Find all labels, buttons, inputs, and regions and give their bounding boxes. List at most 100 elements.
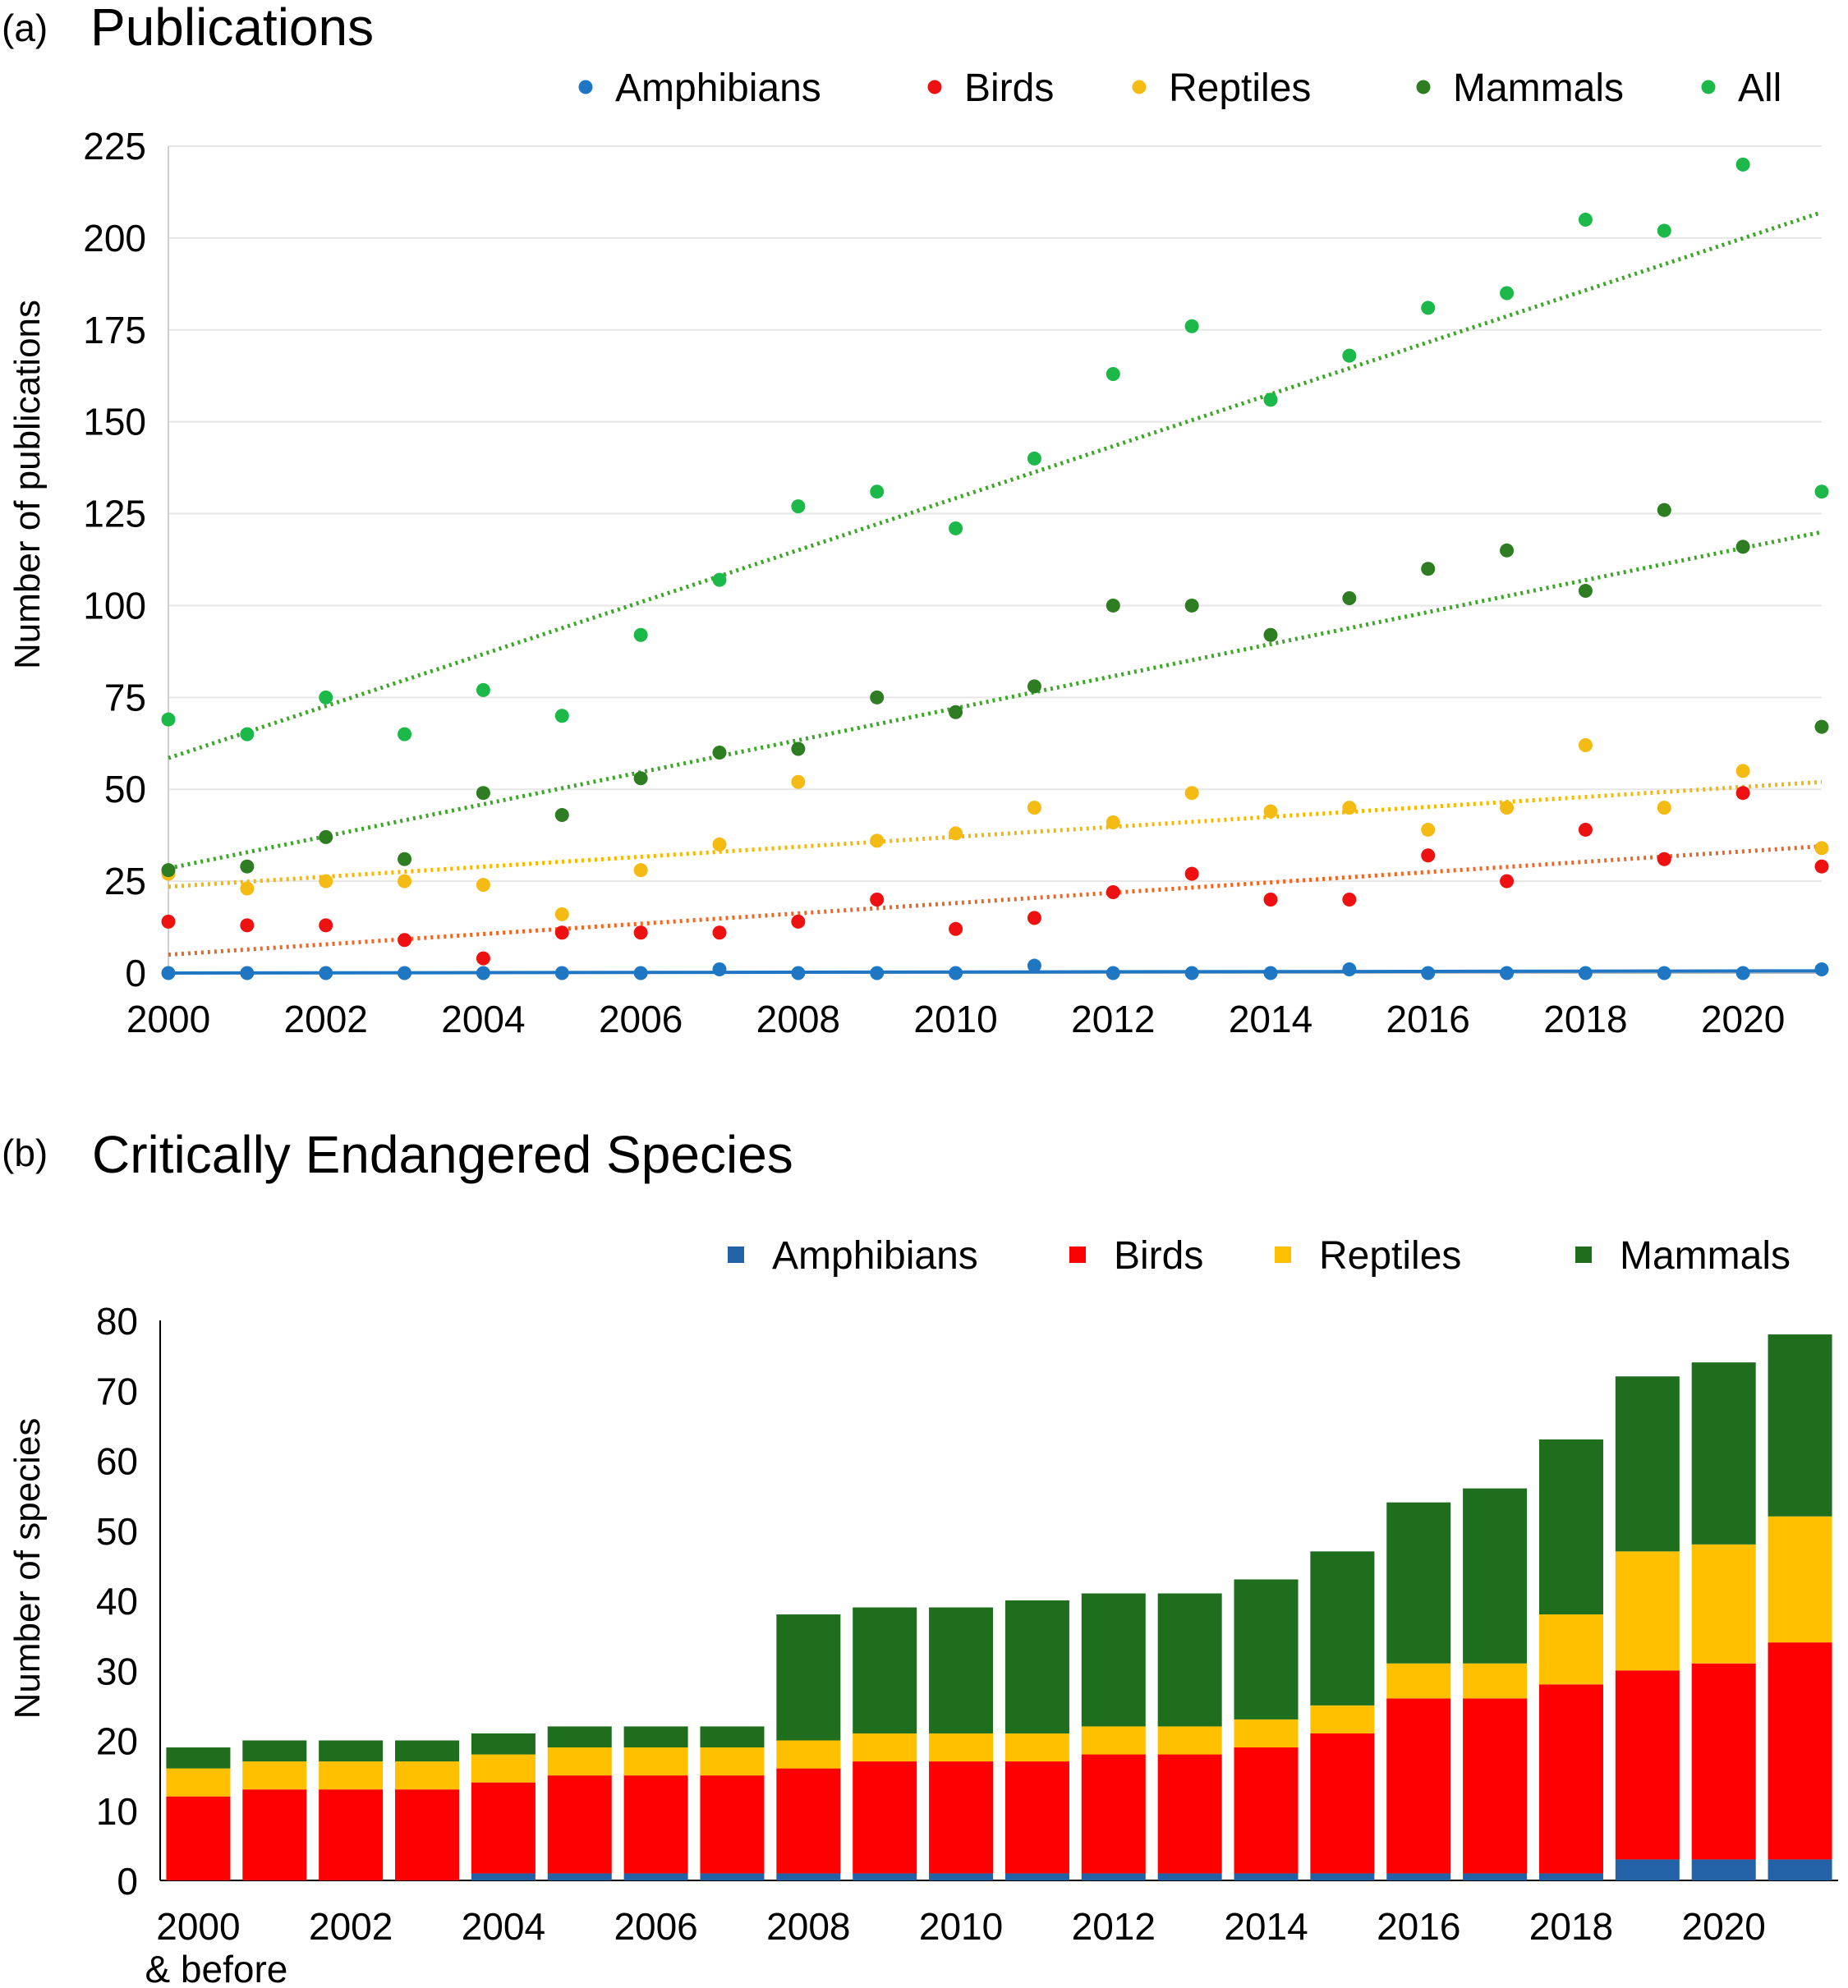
b-legend-marker <box>1575 1247 1592 1263</box>
b-ytick-label: 30 <box>96 1650 138 1692</box>
a-point-all <box>1421 301 1436 315</box>
b-bar-birds <box>395 1789 460 1880</box>
a-point-amphibians <box>712 962 727 977</box>
a-point-amphibians <box>398 966 412 980</box>
b-legend-marker <box>728 1247 744 1263</box>
a-legend-label: All <box>1738 67 1781 110</box>
a-point-birds <box>712 925 727 940</box>
a-point-amphibians <box>1814 962 1829 977</box>
a-ytick-label: 175 <box>83 309 146 351</box>
a-point-reptiles <box>949 826 963 841</box>
b-bar-birds <box>929 1761 994 1874</box>
b-xtick-label: 2008 <box>766 1905 850 1948</box>
a-point-reptiles <box>712 837 727 852</box>
b-bar-birds <box>1004 1761 1069 1874</box>
a-trendline-birds <box>168 844 1823 957</box>
a-point-amphibians <box>633 966 648 980</box>
a-ytick-label: 200 <box>83 217 146 259</box>
b-legend-label: Mammals <box>1620 1234 1791 1278</box>
a-point-reptiles <box>476 878 490 893</box>
b-xtick-sublabel: & before <box>145 1948 287 1988</box>
b-bar-amphibians <box>623 1873 688 1880</box>
b-bar-reptiles <box>471 1754 536 1783</box>
b-bar-mammals <box>471 1733 536 1755</box>
b-legend-label: Amphibians <box>772 1234 978 1278</box>
a-point-birds <box>1735 786 1750 801</box>
a-point-birds <box>633 925 648 940</box>
a-ytick-label: 125 <box>83 493 146 535</box>
a-point-birds <box>949 921 963 936</box>
a-point-mammals <box>240 859 255 874</box>
a-point-amphibians <box>870 966 885 980</box>
a-point-all <box>1578 213 1593 227</box>
a-point-all <box>240 727 255 741</box>
a-point-mammals <box>1814 719 1829 734</box>
b-ytick-label: 20 <box>96 1720 138 1763</box>
a-point-reptiles <box>1814 841 1829 856</box>
a-ytick-label: 100 <box>83 584 146 627</box>
a-point-all <box>1342 348 1357 363</box>
a-point-mammals <box>161 863 176 878</box>
a-point-all <box>1814 484 1829 499</box>
a-point-birds <box>1578 822 1593 837</box>
a-xtick-label: 2010 <box>913 998 997 1040</box>
a-trendline-all <box>168 210 1823 760</box>
a-legend-marker <box>1416 80 1431 94</box>
b-bar-mammals <box>853 1607 917 1733</box>
a-point-birds <box>240 918 255 933</box>
a-point-amphibians <box>476 966 490 980</box>
panel-b-plot: 0 10 20 30 40 50 60 70 80 2000 2002 2004 2006 2008 201… <box>96 1300 1838 1988</box>
b-bar-mammals <box>1768 1334 1832 1517</box>
a-point-reptiles <box>554 907 569 921</box>
a-point-all <box>791 499 806 514</box>
b-bar-mammals <box>1310 1551 1375 1706</box>
b-bar-birds <box>1234 1747 1299 1874</box>
a-xtick-label: 2002 <box>284 998 368 1040</box>
a-ytick-label: 50 <box>104 768 146 810</box>
a-point-all <box>633 627 648 642</box>
a-point-amphibians <box>1735 966 1750 980</box>
a-point-all <box>476 682 490 697</box>
b-bar-birds <box>1463 1698 1528 1874</box>
b-bar-reptiles <box>700 1747 765 1776</box>
b-bar-birds <box>1386 1698 1451 1874</box>
b-bar-mammals <box>1157 1593 1222 1727</box>
b-bar-amphibians <box>700 1873 765 1880</box>
a-point-all <box>1735 157 1750 172</box>
b-bar-amphibians <box>853 1873 917 1880</box>
panel-a-ylabel: Number of publications <box>7 300 48 669</box>
a-legend-marker <box>1132 80 1147 94</box>
b-bar-mammals <box>395 1740 460 1762</box>
b-ytick-label: 60 <box>96 1440 138 1483</box>
a-point-all <box>1027 451 1041 466</box>
a-point-reptiles <box>1578 738 1593 753</box>
b-bar-reptiles <box>623 1747 688 1776</box>
b-bar-mammals <box>547 1726 612 1748</box>
a-point-birds <box>1657 852 1671 866</box>
b-bar-reptiles <box>1463 1663 1528 1699</box>
b-bar-reptiles <box>1234 1719 1299 1748</box>
a-xtick-label: 2008 <box>756 998 840 1040</box>
a-legend-label: Mammals <box>1453 67 1624 110</box>
b-bar-mammals <box>1234 1579 1299 1719</box>
b-bar-amphibians <box>1463 1873 1528 1880</box>
a-point-mammals <box>1342 590 1357 605</box>
b-bar-reptiles <box>1615 1551 1680 1671</box>
b-ytick-label: 50 <box>96 1510 138 1553</box>
b-bar-mammals <box>242 1740 307 1762</box>
a-point-mammals <box>1027 679 1041 694</box>
a-point-reptiles <box>1657 801 1671 815</box>
b-bar-mammals <box>1538 1439 1603 1615</box>
b-ytick-label: 10 <box>96 1790 138 1833</box>
b-bar-reptiles <box>547 1747 612 1776</box>
a-point-mammals <box>712 745 727 760</box>
a-legend-marker <box>578 80 593 94</box>
a-ytick-label: 0 <box>125 952 146 994</box>
a-point-birds <box>476 951 490 966</box>
a-point-mammals <box>476 786 490 801</box>
b-bar-reptiles <box>1538 1614 1603 1685</box>
a-point-all <box>949 521 963 535</box>
b-legend-marker <box>1275 1247 1291 1263</box>
b-bar-amphibians <box>1538 1873 1603 1880</box>
